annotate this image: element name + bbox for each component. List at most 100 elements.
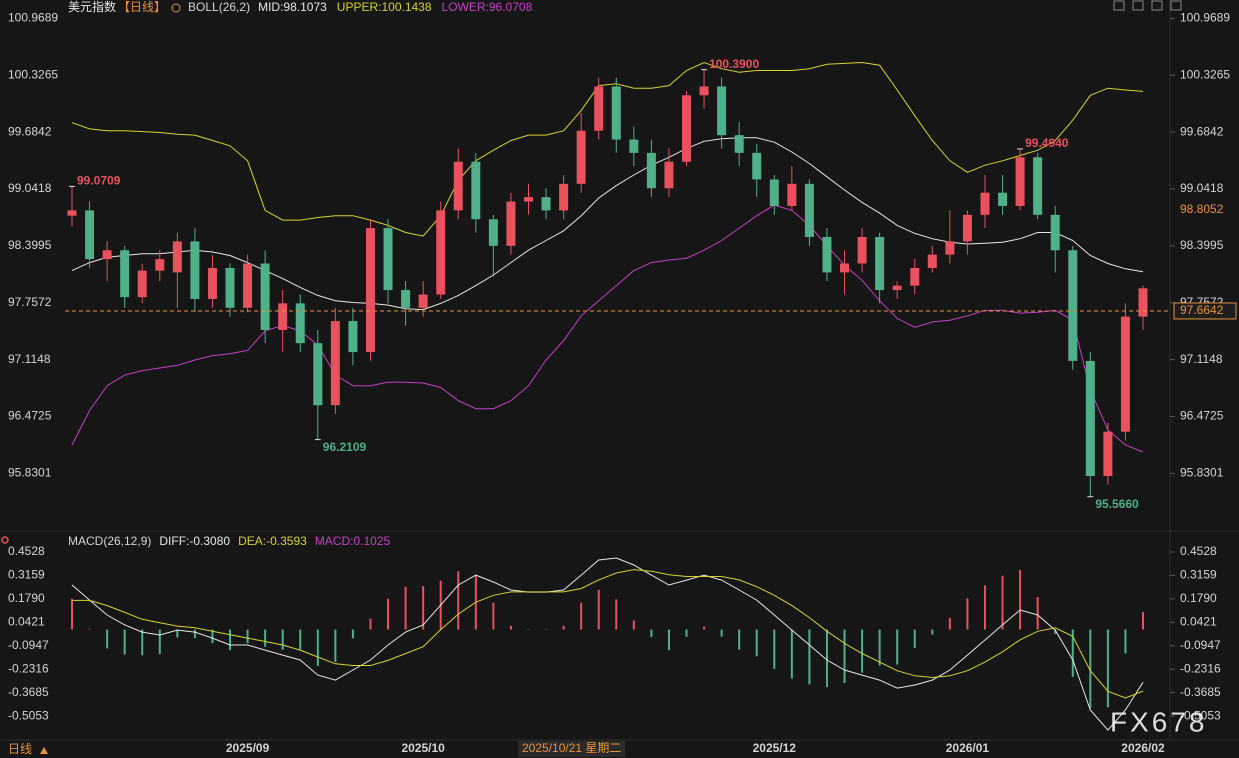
y-tick-label: 97.7572 <box>8 295 52 309</box>
candle-body <box>278 303 288 330</box>
candle-body <box>523 197 533 202</box>
candle-body <box>155 259 165 271</box>
y-tick-label: 100.3265 <box>8 67 58 81</box>
macd-bar <box>720 629 723 637</box>
candle-body <box>418 294 428 308</box>
macd-bar <box>1124 629 1127 654</box>
candle-body <box>682 95 692 162</box>
candle-body <box>506 201 516 246</box>
footer-period[interactable]: 日线 <box>8 742 32 756</box>
y-tick-label-right: 97.1148 <box>1180 352 1223 366</box>
macd-bar <box>545 629 548 631</box>
candle-body <box>1015 157 1025 206</box>
candle-body <box>67 210 77 216</box>
annotation-label: 99.4940 <box>1025 136 1069 150</box>
macd-bar <box>843 629 846 683</box>
candle-body <box>857 236 867 264</box>
macd-bar <box>369 618 372 630</box>
y-tick-label: 95.8301 <box>8 466 52 480</box>
macd-bar <box>825 629 828 688</box>
candle-body <box>172 241 182 273</box>
y-tick-label-right: -0.3685 <box>1180 685 1221 699</box>
macd-bar <box>422 586 425 630</box>
candle-body <box>190 241 200 299</box>
macd-bar <box>492 602 495 630</box>
y-tick-label: -0.0947 <box>8 638 49 652</box>
macd-bar <box>457 571 460 630</box>
y-tick-label: 98.3995 <box>8 238 52 252</box>
icon[interactable] <box>1170 0 1182 11</box>
candle-body <box>120 250 130 298</box>
candle-body <box>1138 288 1148 317</box>
candle-body <box>910 267 920 286</box>
candle-body <box>804 183 814 237</box>
y-tick-label: 0.4528 <box>8 544 45 558</box>
y-tick-label: 0.0421 <box>8 615 45 629</box>
candle-body <box>717 86 727 136</box>
macd-bar <box>158 629 161 655</box>
macd-bar <box>983 585 986 630</box>
macd-bar <box>316 629 319 666</box>
candle-body <box>962 214 972 242</box>
y-tick-label-right: 0.4528 <box>1180 544 1217 558</box>
candle-body <box>699 86 709 96</box>
candle-body <box>998 192 1008 206</box>
candle-body <box>769 179 779 206</box>
macd-bar <box>650 629 653 638</box>
candle-body <box>1103 431 1113 476</box>
candle-body <box>260 263 270 330</box>
macd-bar <box>948 617 951 630</box>
macd-line <box>71 557 1144 731</box>
x-tick-label: 2026/02 <box>1121 741 1165 755</box>
candle-body <box>453 161 463 211</box>
macd-bar <box>966 598 969 630</box>
legend-entry: MACD:0.1025 <box>315 534 391 548</box>
candle-body <box>365 228 375 353</box>
macd-bar <box>685 629 688 637</box>
icon[interactable] <box>1151 0 1163 11</box>
macd-bar <box>1019 569 1022 630</box>
macd-bar <box>264 629 267 647</box>
toolbar-icons[interactable] <box>1113 0 1182 11</box>
candle-body <box>330 321 340 406</box>
y-tick-label: -0.2316 <box>8 661 49 675</box>
candle-body <box>945 241 955 255</box>
watermark: FX678 <box>1110 706 1208 737</box>
annotation-label: 95.5660 <box>1095 497 1139 511</box>
y-tick-label-right: 95.8301 <box>1180 466 1224 480</box>
macd-bar <box>562 625 565 630</box>
y-tick-label-right: 100.9689 <box>1180 11 1230 25</box>
y-tick-label-right: -0.5053 <box>1180 708 1221 722</box>
macd-bar <box>1089 629 1092 709</box>
y-tick-label-right: 0.1790 <box>1180 591 1217 605</box>
candle-body <box>664 161 674 189</box>
macd-bar <box>299 629 302 650</box>
macd-bar <box>123 629 126 655</box>
candle-body <box>137 270 147 298</box>
candle-body <box>541 197 551 211</box>
macd-icon <box>1 536 9 544</box>
y-tick-label: -0.3685 <box>8 685 49 699</box>
period-arrow[interactable] <box>40 747 48 754</box>
macd-bar <box>632 620 635 630</box>
candle-body <box>401 290 411 308</box>
macd-bar <box>509 625 512 630</box>
icon[interactable] <box>1113 0 1125 11</box>
candle-body <box>1033 157 1043 215</box>
macd-bar <box>334 629 337 663</box>
macd-bar <box>861 629 864 673</box>
candle-body <box>1068 250 1078 361</box>
legend-entry: MID:98.1073 <box>258 0 327 14</box>
candle-body <box>594 86 604 131</box>
y-tick-label: 96.4725 <box>8 409 52 423</box>
macd-bar <box>615 599 618 630</box>
header-title: 美元指数 <box>68 0 116 14</box>
macd-bar <box>931 629 934 635</box>
icon[interactable] <box>1132 0 1144 11</box>
macd-bar <box>913 629 916 649</box>
candle-body <box>822 236 832 273</box>
boll-line <box>71 204 1144 453</box>
candle-body <box>295 303 305 344</box>
candle-body <box>611 86 621 140</box>
macd-bar <box>527 629 530 631</box>
